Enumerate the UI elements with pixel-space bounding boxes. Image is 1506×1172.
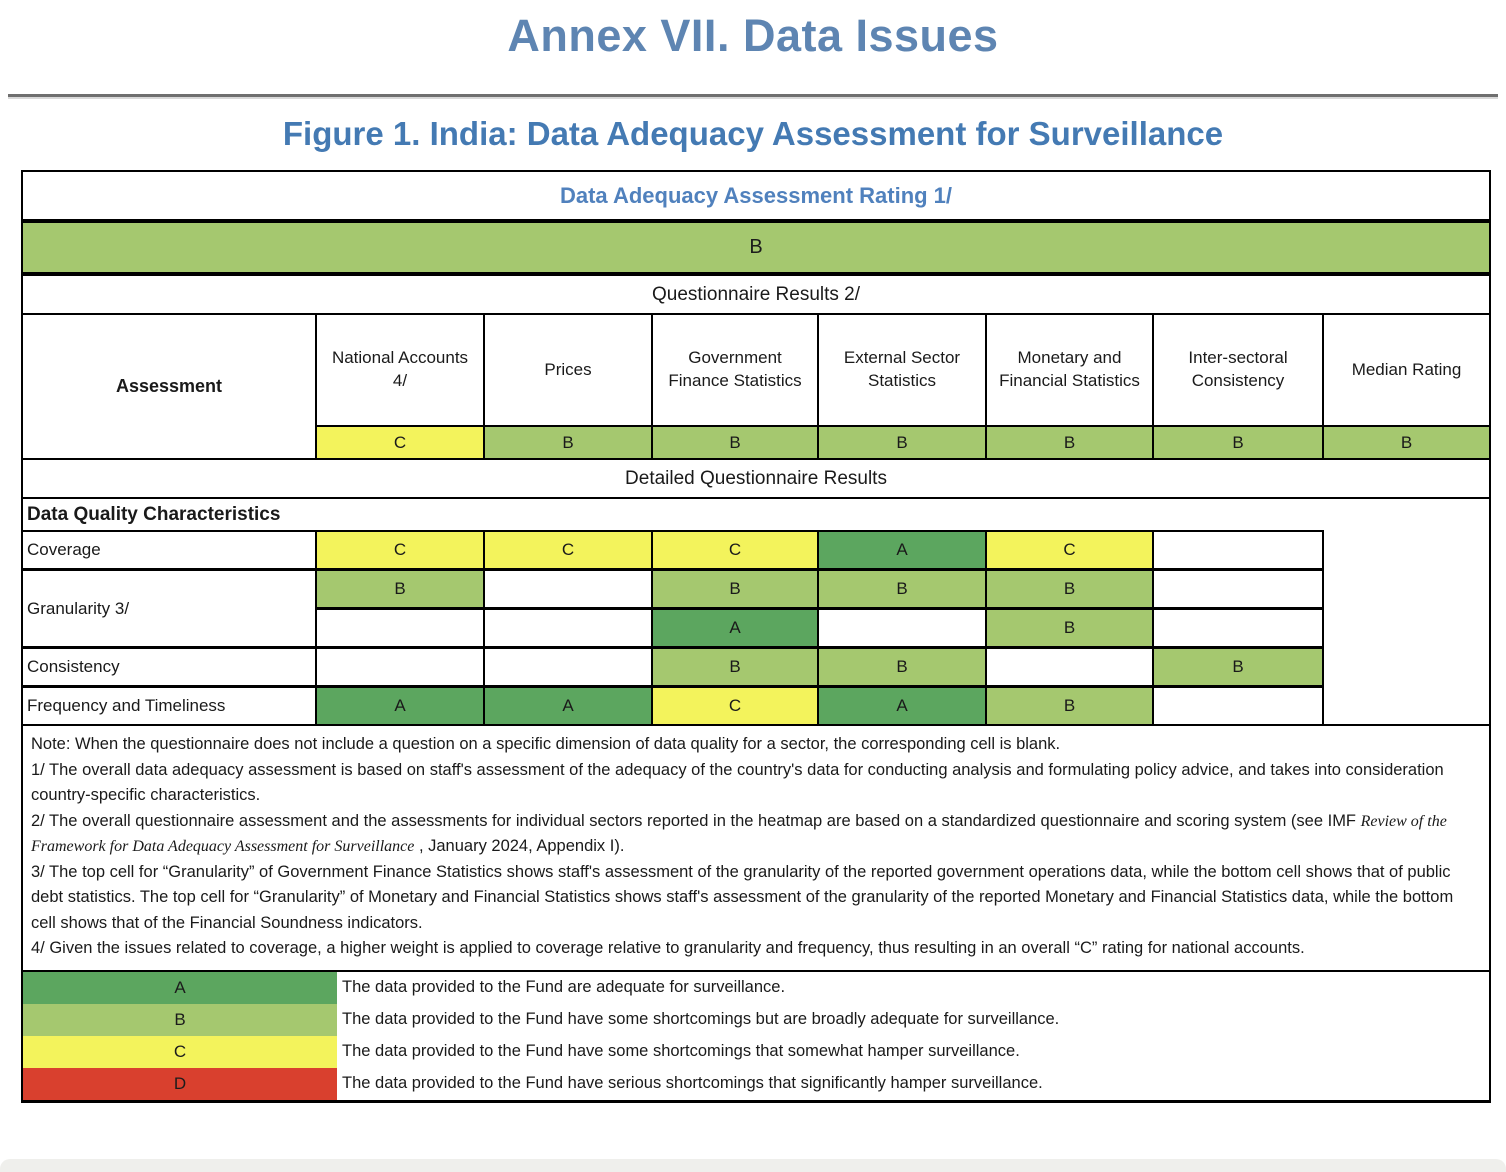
detail-cell: A [485,688,651,724]
row-label-frequency-timeliness: Frequency and Timeliness [23,688,315,724]
detail-cell [485,610,651,646]
detail-cell: B [987,688,1152,724]
legend-row: D The data provided to the Fund have ser… [23,1067,1489,1100]
legend-swatch-b: B [23,1003,337,1036]
sector-rating-cell: B [653,427,817,458]
column-header-intersectoral: Inter-sectoral Consistency [1154,315,1322,425]
overall-rating-cell: B [23,223,1489,272]
detail-cell: A [653,610,817,646]
legend-swatch-a: A [23,971,337,1004]
sector-rating-cell: B [987,427,1152,458]
footnote-2-suffix: , January 2024, Appendix I). [414,837,625,855]
detail-cell: C [653,532,817,568]
detail-cell [819,610,985,646]
legend-row: B The data provided to the Fund have som… [23,1003,1489,1036]
detailed-results-section: Data Quality Characteristics Coverage C … [23,499,1489,724]
column-header-monetary-financial: Monetary and Financial Statistics [987,315,1152,425]
assessment-table: Data Adequacy Assessment Rating 1/ B Que… [21,170,1491,1103]
detail-cell: B [987,571,1152,607]
detail-cell [485,571,651,607]
legend-text-d: The data provided to the Fund have serio… [337,1067,1489,1100]
assessment-header: Assessment [23,315,315,458]
page-title: Annex VII. Data Issues [507,10,999,61]
detail-cell: C [485,532,651,568]
horizontal-rule [8,94,1498,97]
detail-cell: C [317,532,483,568]
detail-cell: B [819,649,985,685]
footnote-2-italic-title: Review of the Framework for Data Adequac… [31,812,1447,856]
legend-row: A The data provided to the Fund are adeq… [23,971,1489,1004]
characteristics-header: Data Quality Characteristics [27,503,281,525]
detail-cell: A [819,688,985,724]
detail-cell [1154,571,1322,607]
sector-rating-cell: B [485,427,651,458]
questionnaire-section-title: Questionnaire Results 2/ [23,276,1489,313]
notes-block: Note: When the questionnaire does not in… [23,726,1489,970]
detail-cell: A [819,532,985,568]
detail-cell: B [987,610,1152,646]
footnote-3: 3/ The top cell for “Granularity” of Gov… [31,862,1454,932]
detailed-section-title: Detailed Questionnaire Results [23,460,1489,497]
footnote-2: 2/ The overall questionnaire assessment … [31,809,1479,860]
legend-swatch-d: D [23,1067,337,1100]
column-header-government-finance: Government Finance Statistics [653,315,817,425]
row-label-granularity: Granularity 3/ [23,571,315,646]
legend-text-c: The data provided to the Fund have some … [337,1035,1489,1068]
detail-cell: B [653,649,817,685]
bottom-page-edge [0,1159,1506,1172]
legend-row: C The data provided to the Fund have som… [23,1035,1489,1068]
sector-header-grid: Assessment National Accounts 4/ Prices G… [23,315,1489,458]
column-header-prices: Prices [485,315,651,425]
footnote-4: 4/ Given the issues related to coverage,… [31,939,1305,957]
sector-rating-cell: B [1324,427,1489,458]
detail-cell: C [987,532,1152,568]
footnote-1: 1/ The overall data adequacy assessment … [31,760,1444,805]
detail-cell: B [317,571,483,607]
footnote-2-prefix: 2/ The overall questionnaire assessment … [31,811,1361,830]
row-label-consistency: Consistency [23,649,315,685]
detail-cell [485,649,651,685]
sector-rating-cell: B [819,427,985,458]
detail-cell [987,649,1152,685]
legend-swatch-c: C [23,1035,337,1068]
detail-cell: C [653,688,817,724]
rating-section-title: Data Adequacy Assessment Rating 1/ [23,172,1489,219]
sector-rating-cell: C [317,427,483,458]
rating-legend: A The data provided to the Fund are adeq… [23,971,1489,1100]
legend-text-a: The data provided to the Fund are adequa… [337,971,1489,1004]
detail-cell [1154,532,1322,568]
detail-grid: Coverage C C C A C Granularity 3/ B B B … [23,530,1324,724]
detail-cell: B [1154,649,1322,685]
detail-cell: B [653,571,817,607]
legend-text-b: The data provided to the Fund have some … [337,1003,1489,1036]
note-general: Note: When the questionnaire does not in… [31,735,1061,753]
detail-cell [1154,610,1322,646]
sector-rating-cell: B [1154,427,1322,458]
detail-cell: A [317,688,483,724]
figure-title: Figure 1. India: Data Adequacy Assessmen… [282,115,1224,152]
detail-cell: B [819,571,985,607]
column-header-national-accounts: National Accounts 4/ [317,315,483,425]
detail-cell [317,610,483,646]
detail-cell [317,649,483,685]
row-label-coverage: Coverage [23,532,315,568]
detail-cell [1154,688,1322,724]
document-page: Annex VII. Data Issues Figure 1. India: … [0,10,1506,1172]
column-header-external-sector: External Sector Statistics [819,315,985,425]
column-header-median-rating: Median Rating [1324,315,1489,425]
